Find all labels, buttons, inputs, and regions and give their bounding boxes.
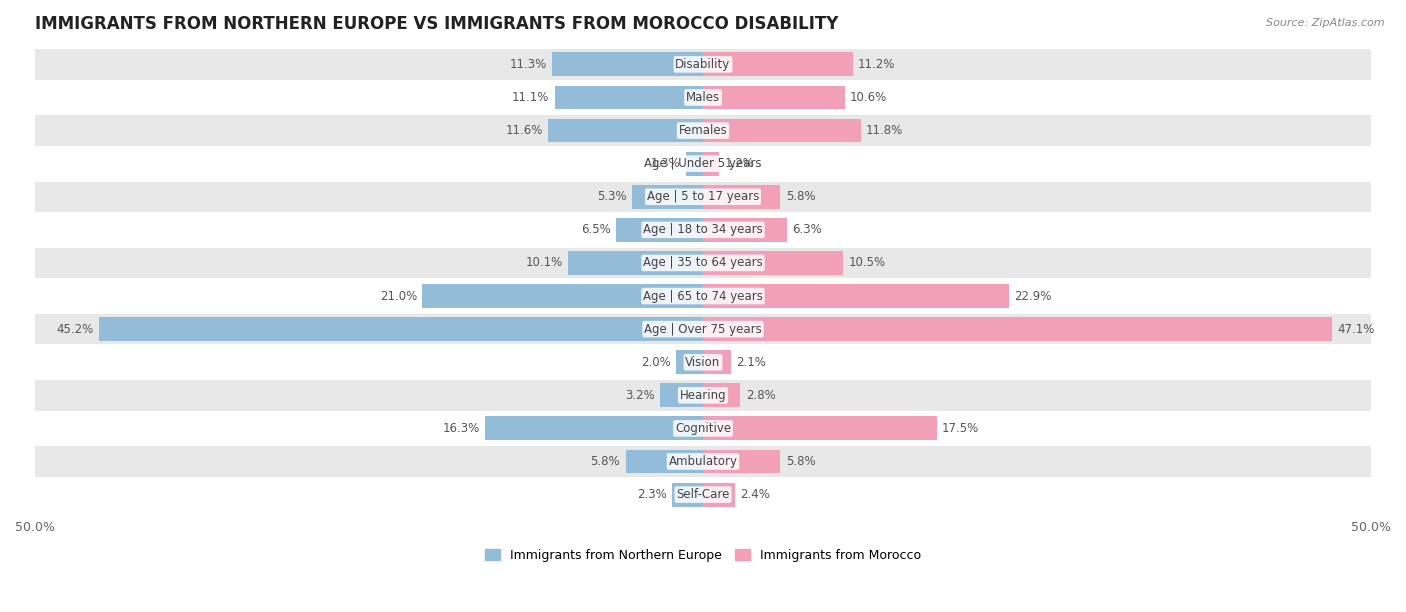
Text: 11.6%: 11.6% bbox=[505, 124, 543, 137]
Bar bbox=[35, 115, 1371, 146]
Bar bbox=[35, 413, 1371, 444]
Bar bbox=[35, 149, 1371, 179]
Legend: Immigrants from Northern Europe, Immigrants from Morocco: Immigrants from Northern Europe, Immigra… bbox=[481, 543, 925, 567]
Text: 22.9%: 22.9% bbox=[1014, 289, 1052, 302]
Text: 2.3%: 2.3% bbox=[637, 488, 666, 501]
Text: 45.2%: 45.2% bbox=[56, 323, 94, 335]
Text: Ambulatory: Ambulatory bbox=[668, 455, 738, 468]
Text: Source: ZipAtlas.com: Source: ZipAtlas.com bbox=[1267, 18, 1385, 28]
Text: Age | 18 to 34 years: Age | 18 to 34 years bbox=[643, 223, 763, 236]
Bar bbox=[35, 215, 1371, 245]
Text: 11.3%: 11.3% bbox=[509, 58, 547, 71]
Bar bbox=[633, 185, 703, 209]
Text: 17.5%: 17.5% bbox=[942, 422, 980, 435]
Bar bbox=[35, 82, 1371, 113]
Bar bbox=[703, 152, 718, 176]
Text: 1.3%: 1.3% bbox=[651, 157, 681, 170]
Text: 10.1%: 10.1% bbox=[526, 256, 562, 269]
Bar bbox=[616, 218, 703, 242]
Text: IMMIGRANTS FROM NORTHERN EUROPE VS IMMIGRANTS FROM MOROCCO DISABILITY: IMMIGRANTS FROM NORTHERN EUROPE VS IMMIG… bbox=[35, 15, 838, 33]
Text: Age | 65 to 74 years: Age | 65 to 74 years bbox=[643, 289, 763, 302]
Bar bbox=[35, 314, 1371, 345]
Bar bbox=[703, 53, 852, 76]
Text: 1.2%: 1.2% bbox=[724, 157, 754, 170]
Bar bbox=[100, 317, 703, 341]
Text: 16.3%: 16.3% bbox=[443, 422, 479, 435]
Bar bbox=[703, 119, 860, 143]
Bar bbox=[35, 248, 1371, 278]
Text: 6.5%: 6.5% bbox=[581, 223, 610, 236]
Bar bbox=[35, 479, 1371, 510]
Bar bbox=[485, 417, 703, 440]
Bar bbox=[672, 483, 703, 507]
Text: Vision: Vision bbox=[685, 356, 721, 368]
Bar bbox=[703, 218, 787, 242]
Text: 2.1%: 2.1% bbox=[737, 356, 766, 368]
Bar bbox=[703, 417, 936, 440]
Bar bbox=[661, 383, 703, 407]
Bar bbox=[703, 450, 780, 474]
Bar bbox=[35, 380, 1371, 411]
Bar bbox=[568, 251, 703, 275]
Text: 2.0%: 2.0% bbox=[641, 356, 671, 368]
Text: Hearing: Hearing bbox=[679, 389, 727, 402]
Bar bbox=[548, 119, 703, 143]
Text: Females: Females bbox=[679, 124, 727, 137]
Text: 10.5%: 10.5% bbox=[849, 256, 886, 269]
Text: 2.4%: 2.4% bbox=[741, 488, 770, 501]
Bar bbox=[626, 450, 703, 474]
Bar bbox=[35, 347, 1371, 378]
Text: 6.3%: 6.3% bbox=[793, 223, 823, 236]
Text: 5.8%: 5.8% bbox=[786, 190, 815, 203]
Text: 3.2%: 3.2% bbox=[626, 389, 655, 402]
Bar bbox=[35, 49, 1371, 80]
Bar bbox=[35, 446, 1371, 477]
Bar bbox=[35, 281, 1371, 312]
Bar bbox=[703, 317, 1333, 341]
Text: 47.1%: 47.1% bbox=[1337, 323, 1375, 335]
Bar bbox=[676, 350, 703, 374]
Bar bbox=[703, 350, 731, 374]
Text: 10.6%: 10.6% bbox=[851, 91, 887, 104]
Bar bbox=[555, 86, 703, 110]
Text: 11.1%: 11.1% bbox=[512, 91, 550, 104]
Text: 2.8%: 2.8% bbox=[745, 389, 776, 402]
Text: 11.8%: 11.8% bbox=[866, 124, 903, 137]
Bar bbox=[703, 251, 844, 275]
Text: Age | 5 to 17 years: Age | 5 to 17 years bbox=[647, 190, 759, 203]
Text: 5.8%: 5.8% bbox=[591, 455, 620, 468]
Bar bbox=[35, 182, 1371, 212]
Bar bbox=[703, 185, 780, 209]
Bar bbox=[422, 284, 703, 308]
Text: Self-Care: Self-Care bbox=[676, 488, 730, 501]
Text: 21.0%: 21.0% bbox=[380, 289, 418, 302]
Text: Age | 35 to 64 years: Age | 35 to 64 years bbox=[643, 256, 763, 269]
Bar bbox=[686, 152, 703, 176]
Text: Age | Over 75 years: Age | Over 75 years bbox=[644, 323, 762, 335]
Text: 5.8%: 5.8% bbox=[786, 455, 815, 468]
Text: Age | Under 5 years: Age | Under 5 years bbox=[644, 157, 762, 170]
Text: Disability: Disability bbox=[675, 58, 731, 71]
Text: Cognitive: Cognitive bbox=[675, 422, 731, 435]
Bar bbox=[553, 53, 703, 76]
Bar bbox=[703, 284, 1010, 308]
Text: Males: Males bbox=[686, 91, 720, 104]
Text: 5.3%: 5.3% bbox=[598, 190, 627, 203]
Bar bbox=[703, 483, 735, 507]
Text: 11.2%: 11.2% bbox=[858, 58, 896, 71]
Bar bbox=[703, 383, 741, 407]
Bar bbox=[703, 86, 845, 110]
